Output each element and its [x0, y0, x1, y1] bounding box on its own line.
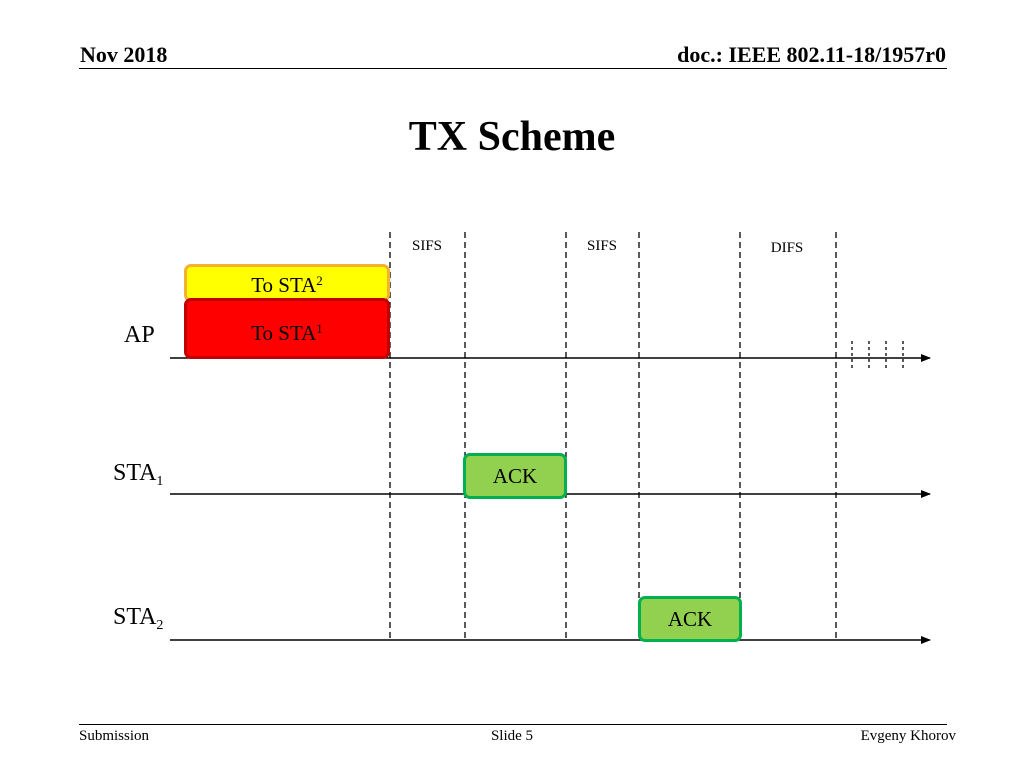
header-date: Nov 2018 [80, 42, 168, 67]
backoff-slots [851, 341, 904, 368]
row-label-sta1: STA1 [113, 460, 164, 489]
footer-slide-number: Slide 5 [490, 728, 534, 744]
header-doc-id: doc.: IEEE 802.11-18/1957r0 [677, 42, 946, 67]
row-label-ap: AP [124, 322, 155, 348]
sifs-label-2: SIFS [586, 238, 618, 254]
footer-author: Evgeny Khorov [860, 728, 956, 744]
footer-submission: Submission [79, 728, 150, 744]
footer-rule [79, 724, 947, 725]
frame-to-sta2: To STA 2 [184, 264, 390, 302]
frame-to-sta1: To STA 1 [184, 298, 390, 359]
header-rule [79, 68, 947, 69]
ack-frame-sta1: ACK [463, 453, 567, 499]
difs-label: DIFS [770, 240, 804, 256]
row-label-sta2: STA2 [113, 604, 164, 633]
slide-title: TX Scheme [408, 114, 616, 160]
sifs-label-1: SIFS [411, 238, 443, 254]
ack-frame-sta2: ACK [638, 596, 742, 642]
